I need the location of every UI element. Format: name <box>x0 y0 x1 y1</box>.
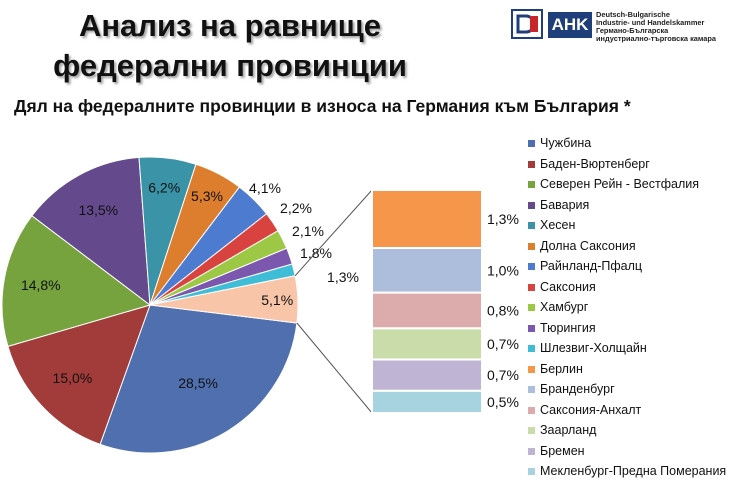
legend-label: Долна Саксония <box>540 238 636 253</box>
legend-swatch <box>528 160 535 168</box>
legend-label: Баден-Вюртенберг <box>540 156 650 171</box>
pie-data-label: 14,8% <box>21 277 61 293</box>
breakout-data-label: 0,7% <box>487 367 519 383</box>
legend-label: Берлин <box>540 361 583 376</box>
ahk-logo-line: Германо-Българска <box>596 26 669 35</box>
legend-label: Чужбина <box>540 136 592 150</box>
legend-swatch <box>528 447 535 455</box>
legend-item: Хесен <box>528 218 740 239</box>
ahk-logo-text: AHK <box>548 12 592 38</box>
pie-data-label: 1,3% <box>327 269 359 285</box>
pie-data-label: 6,2% <box>148 180 180 196</box>
breakout-segment-саксония-анхалт <box>371 291 483 330</box>
legend-label: Райнланд-Пфалц <box>540 259 643 273</box>
breakout-segment-бранденбург <box>371 246 483 294</box>
legend-item: Заарланд <box>528 423 740 444</box>
breakout-connector <box>296 322 373 414</box>
legend-swatch <box>528 242 535 250</box>
legend-label: Бранденбург <box>540 382 615 396</box>
ahk-logo-line: Industrie- und Handelskammer <box>596 18 705 27</box>
legend-item: Баден-Вюртенберг <box>528 157 740 178</box>
legend-swatch <box>528 263 535 270</box>
legend-item: Райнланд-Пфалц <box>528 259 740 280</box>
pie-chart: 28,5% 15,0% 14,8% 13,5% 6,2% 5,3% 4,1% 2,2% 2,1%… <box>1 156 519 454</box>
ahk-logo-caption: Deutsch-Bulgarische Industrie- und Hande… <box>596 11 716 43</box>
legend-swatch <box>528 201 535 209</box>
legend-item: Бранденбург <box>528 382 740 403</box>
legend-item: Тюрингия <box>528 321 740 342</box>
legend-label: Хесен <box>540 218 576 232</box>
pie-data-label: 5,1% <box>261 292 293 308</box>
legend-swatch <box>528 386 535 393</box>
ahk-logo-icon <box>511 9 543 39</box>
pie-slice-баден-вюртенберг <box>7 304 151 445</box>
chart-title: Дял на федералните провинции в износа на… <box>14 96 631 116</box>
chart-legend: Чужбина Баден-Вюртенберг Северен Рейн - Ве… <box>528 136 740 485</box>
ahk-logo-line: Deutsch-Bulgarische <box>596 10 670 19</box>
ahk-logo-line: индустриално-търговска камара <box>596 34 717 43</box>
breakout-segment-мекленбург-предна-померания <box>371 389 483 415</box>
legend-item: Саксония-Анхалт <box>528 403 740 424</box>
breakout-data-label: 1,3% <box>487 211 519 227</box>
legend-label: Шлезвиг-Холщайн <box>540 341 647 355</box>
legend-label: Заарланд <box>540 423 597 437</box>
pie-data-label: 2,2% <box>280 200 312 216</box>
legend-label: Бремен <box>540 443 585 458</box>
legend-label: Хамбург <box>540 300 589 314</box>
legend-swatch <box>528 283 535 291</box>
legend-item: Бавария <box>528 198 740 219</box>
legend-swatch <box>528 324 535 332</box>
legend-item: Саксония <box>528 280 740 301</box>
pie-data-label: 15,0% <box>53 370 93 386</box>
legend-swatch <box>528 468 535 475</box>
legend-label: Мекленбург-Предна Померания <box>540 464 727 478</box>
legend-label: Тюрингия <box>540 320 596 335</box>
legend-swatch <box>528 181 535 188</box>
legend-item: Северен Рейн - Вестфалия <box>528 177 740 198</box>
breakout-segment-берлин <box>371 189 483 249</box>
legend-swatch <box>528 222 535 229</box>
pie-slice-бавария <box>31 156 151 307</box>
legend-item: Шлезвиг-Холщайн <box>528 341 740 362</box>
legend-item: Берлин <box>528 362 740 383</box>
legend-item: Чужбина <box>528 136 740 157</box>
breakout-data-label: 0,5% <box>487 394 519 410</box>
legend-item: Долна Саксония <box>528 239 740 260</box>
breakout-connector <box>294 189 373 277</box>
breakout-data-label: 0,8% <box>487 302 519 318</box>
legend-swatch <box>528 406 535 414</box>
breakout-segment-бремен <box>371 358 483 392</box>
pie-data-label: 5,3% <box>191 188 223 204</box>
legend-swatch <box>528 365 535 373</box>
legend-item: Мекленбург-Предна Померания <box>528 464 740 485</box>
pie-data-label: 2,1% <box>292 223 324 239</box>
breakout-data-label: 0,7% <box>487 336 519 352</box>
legend-label: Саксония <box>540 279 596 294</box>
legend-swatch <box>528 140 535 147</box>
legend-item: Бремен <box>528 444 740 465</box>
pie-slice-чужбина <box>99 304 298 454</box>
pie-slice-северен-рейн-вестфалия <box>1 215 152 348</box>
pie-data-label: 13,5% <box>78 202 118 218</box>
legend-swatch <box>528 427 535 434</box>
legend-swatch <box>528 345 535 352</box>
legend-swatch <box>528 304 535 311</box>
breakout-segment-заарланд <box>371 327 483 361</box>
legend-label: Северен Рейн - Вестфалия <box>540 177 699 191</box>
legend-label: Бавария <box>540 197 590 212</box>
legend-item: Хамбург <box>528 300 740 321</box>
legend-label: Саксония-Анхалт <box>540 402 642 417</box>
pie-data-label: 4,1% <box>249 180 281 196</box>
breakout-data-label: 1,0% <box>487 262 519 278</box>
pie-data-label: 28,5% <box>178 375 218 391</box>
page-title: Анализ на равнище федерални провинции <box>53 8 407 83</box>
ahk-logo: AHK Deutsch-Bulgarische Industrie- und H… <box>510 6 738 46</box>
